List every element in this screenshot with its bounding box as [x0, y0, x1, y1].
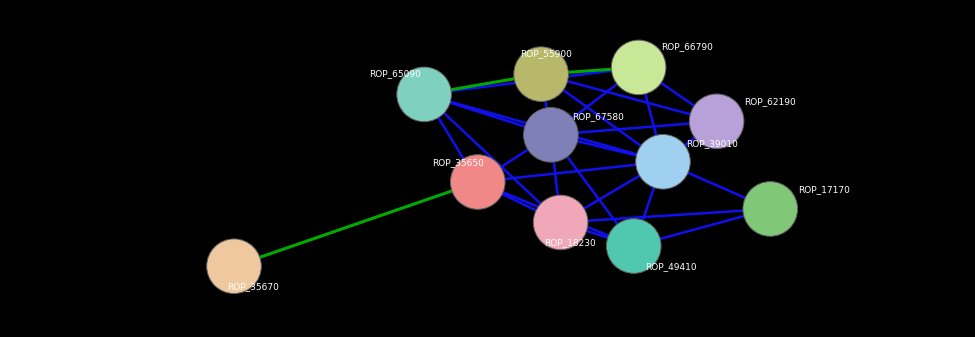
Ellipse shape	[514, 47, 568, 101]
Text: ROP_55900: ROP_55900	[520, 49, 572, 58]
Ellipse shape	[743, 182, 798, 236]
Text: ROP_65090: ROP_65090	[369, 69, 421, 78]
Ellipse shape	[450, 155, 505, 209]
Text: ROP_35650: ROP_35650	[432, 158, 485, 167]
Ellipse shape	[606, 219, 661, 273]
Ellipse shape	[533, 195, 588, 250]
Text: ROP_18230: ROP_18230	[544, 238, 597, 247]
Ellipse shape	[207, 239, 261, 294]
Ellipse shape	[636, 134, 690, 189]
Text: ROP_49410: ROP_49410	[645, 262, 696, 271]
Text: ROP_39010: ROP_39010	[685, 139, 738, 148]
Text: ROP_62190: ROP_62190	[744, 97, 797, 106]
Text: ROP_35670: ROP_35670	[227, 282, 280, 291]
Ellipse shape	[524, 108, 578, 162]
Ellipse shape	[397, 67, 451, 122]
Ellipse shape	[689, 94, 744, 149]
Text: ROP_67580: ROP_67580	[571, 112, 624, 121]
Text: ROP_66790: ROP_66790	[661, 42, 714, 51]
Ellipse shape	[611, 40, 666, 95]
Text: ROP_17170: ROP_17170	[798, 185, 850, 194]
